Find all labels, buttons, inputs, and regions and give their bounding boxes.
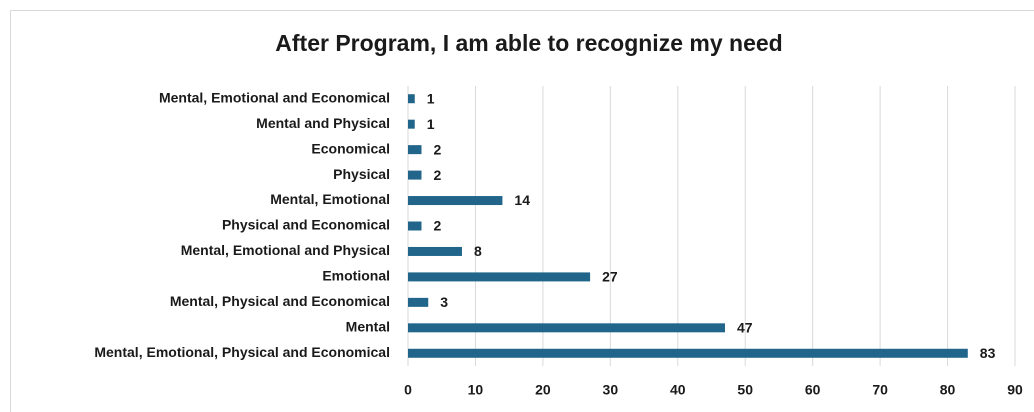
bar: [408, 323, 725, 333]
chart-frame: [10, 10, 1034, 412]
data-label: 8: [474, 243, 482, 259]
y-tick-label: Mental, Emotional and Economical: [159, 89, 390, 105]
data-label: 1: [427, 90, 435, 106]
bar: [408, 170, 422, 180]
x-tick-label: 30: [603, 382, 619, 398]
y-tick-label: Mental, Physical and Economical: [170, 293, 390, 309]
data-label: 2: [433, 218, 441, 234]
bar: [408, 297, 429, 307]
y-tick-label: Mental: [346, 319, 390, 335]
bar: [408, 348, 968, 358]
data-label: 2: [433, 167, 441, 183]
y-tick-label: Physical: [333, 166, 390, 182]
x-tick-label: 50: [737, 382, 753, 398]
y-tick-label: Physical and Economical: [222, 217, 390, 233]
data-label: 27: [602, 269, 618, 285]
y-tick-label: Emotional: [322, 268, 390, 284]
y-tick-label: Mental, Emotional, Physical and Economic…: [94, 344, 390, 360]
y-tick-label: Mental and Physical: [256, 115, 390, 131]
data-label: 3: [440, 294, 448, 310]
data-label: 1: [427, 116, 435, 132]
x-tick-label: 70: [872, 382, 888, 398]
x-tick-label: 20: [535, 382, 551, 398]
data-label: 2: [433, 141, 441, 157]
bar: [408, 246, 462, 256]
x-tick-label: 40: [670, 382, 686, 398]
y-tick-label: Economical: [311, 140, 390, 156]
x-tick-label: 60: [805, 382, 821, 398]
data-label: 83: [980, 345, 996, 361]
y-tick-label: Mental, Emotional and Physical: [181, 242, 390, 258]
x-tick-label: 10: [468, 382, 484, 398]
bar: [408, 196, 503, 206]
bar: [408, 272, 591, 282]
chart-title: After Program, I am able to recognize my…: [275, 30, 782, 56]
y-tick-label: Mental, Emotional: [270, 191, 390, 207]
x-tick-label: 90: [1007, 382, 1023, 398]
bar: [408, 145, 422, 155]
bar: [408, 221, 422, 231]
bar: [408, 94, 415, 104]
x-tick-label: 80: [940, 382, 956, 398]
bar: [408, 119, 415, 129]
data-label: 14: [514, 192, 530, 208]
data-label: 47: [737, 320, 753, 336]
x-tick-label: 0: [404, 382, 412, 398]
